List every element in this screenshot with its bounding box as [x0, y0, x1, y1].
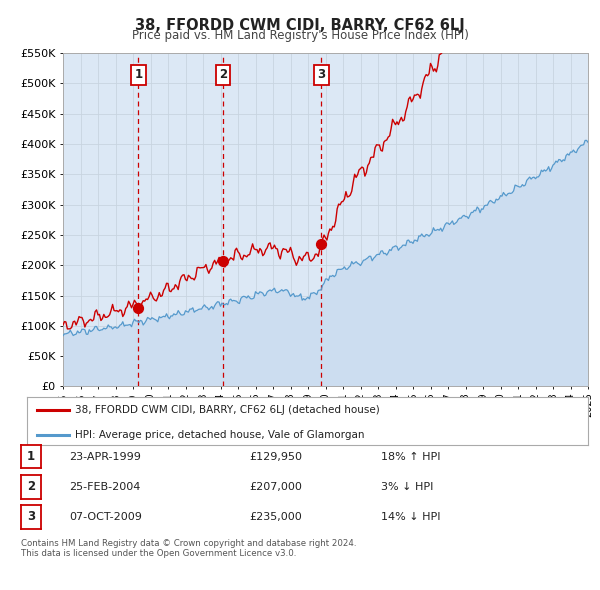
Point	[218, 256, 228, 266]
Text: 3: 3	[27, 510, 35, 523]
Text: 14% ↓ HPI: 14% ↓ HPI	[381, 512, 440, 522]
Point	[134, 303, 143, 313]
Text: Contains HM Land Registry data © Crown copyright and database right 2024.: Contains HM Land Registry data © Crown c…	[21, 539, 356, 548]
Text: 18% ↑ HPI: 18% ↑ HPI	[381, 452, 440, 461]
Text: 38, FFORDD CWM CIDI, BARRY, CF62 6LJ (detached house): 38, FFORDD CWM CIDI, BARRY, CF62 6LJ (de…	[74, 405, 379, 415]
Text: 07-OCT-2009: 07-OCT-2009	[69, 512, 142, 522]
Point	[317, 240, 326, 249]
Text: 2: 2	[219, 68, 227, 81]
Text: 3% ↓ HPI: 3% ↓ HPI	[381, 482, 433, 491]
Text: 38, FFORDD CWM CIDI, BARRY, CF62 6LJ: 38, FFORDD CWM CIDI, BARRY, CF62 6LJ	[135, 18, 465, 32]
Text: £235,000: £235,000	[249, 512, 302, 522]
Text: 1: 1	[134, 68, 142, 81]
Text: 2: 2	[27, 480, 35, 493]
Text: Price paid vs. HM Land Registry's House Price Index (HPI): Price paid vs. HM Land Registry's House …	[131, 30, 469, 42]
Text: £207,000: £207,000	[249, 482, 302, 491]
Text: 23-APR-1999: 23-APR-1999	[69, 452, 141, 461]
Text: HPI: Average price, detached house, Vale of Glamorgan: HPI: Average price, detached house, Vale…	[74, 430, 364, 440]
Text: This data is licensed under the Open Government Licence v3.0.: This data is licensed under the Open Gov…	[21, 549, 296, 558]
Text: 25-FEB-2004: 25-FEB-2004	[69, 482, 140, 491]
Text: 1: 1	[27, 450, 35, 463]
Text: 3: 3	[317, 68, 326, 81]
Text: £129,950: £129,950	[249, 452, 302, 461]
